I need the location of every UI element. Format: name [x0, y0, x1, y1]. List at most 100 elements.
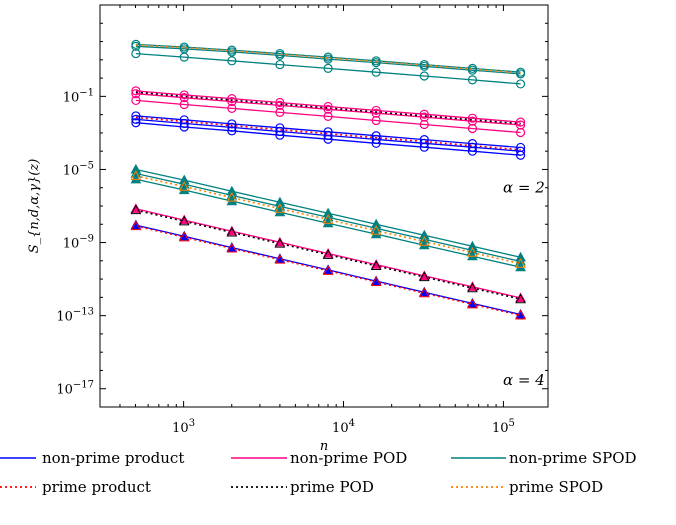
data-point: [371, 115, 381, 126]
y-axis-label: S_{n,d,α,γ}(z): [27, 159, 42, 254]
y-tick-label: 10−9: [63, 234, 94, 252]
data-point: [515, 293, 526, 304]
annotation-label: α = 4: [503, 371, 545, 389]
data-point: [227, 47, 237, 57]
data-point: [226, 192, 238, 202]
data-point: [515, 127, 526, 138]
data-point: [515, 117, 526, 127]
data-point: [323, 130, 333, 141]
data-point: [322, 249, 334, 259]
annotation-label: α = 2: [503, 179, 545, 197]
data-point: [275, 59, 285, 70]
series-line: [135, 90, 521, 123]
data-point: [179, 118, 189, 129]
y-tick-label: 10−17: [56, 380, 94, 398]
data-point: [371, 134, 381, 145]
series-line: [135, 44, 521, 74]
data-point: [227, 96, 237, 107]
data-point: [323, 101, 333, 112]
x-tick-label: 103: [172, 418, 195, 436]
data-point: [178, 184, 190, 195]
legend-label: prime SPOD: [509, 478, 603, 496]
axis-labels: n S_{n,d,α,γ}(z): [27, 159, 328, 454]
series-line: [135, 209, 521, 300]
data-point: [178, 181, 190, 191]
tick-marks: [99, 4, 548, 408]
data-point: [467, 247, 478, 257]
data-point: [515, 146, 526, 156]
x-axis-label: n: [320, 439, 328, 454]
annotations: α = 2 α = 4: [503, 179, 545, 389]
data-point: [467, 65, 478, 75]
data-point: [419, 61, 429, 71]
legend-label: non-prime product: [42, 449, 184, 467]
data-point: [322, 265, 334, 275]
data-point: [131, 114, 141, 124]
data-point: [227, 94, 237, 104]
data-point: [131, 118, 141, 128]
data-point: [515, 150, 526, 160]
data-point: [227, 122, 237, 133]
data-point: [275, 130, 285, 140]
x-tick-label: 104: [332, 418, 355, 436]
data-point: [131, 41, 141, 51]
data-point: [419, 138, 429, 148]
data-point: [370, 276, 382, 287]
data-point: [275, 50, 285, 60]
data-point: [467, 282, 478, 293]
data-point: [275, 126, 285, 137]
data-point: [515, 309, 526, 320]
data-point: [418, 239, 430, 250]
legend-label: prime POD: [290, 478, 374, 496]
data-point: [179, 90, 189, 100]
series-line: [135, 91, 521, 125]
data-point: [179, 99, 189, 110]
data-point: [467, 142, 478, 152]
y-tick-label: 10−13: [56, 307, 94, 325]
data-point: [323, 111, 333, 122]
data-point: [515, 69, 526, 79]
x-tick-label: 105: [492, 418, 515, 436]
data-point: [467, 113, 478, 123]
data-point: [179, 93, 189, 103]
data-point: [467, 116, 478, 126]
data-point: [371, 138, 381, 148]
data-point: [275, 97, 285, 108]
data-point: [275, 107, 285, 117]
data-point: [419, 142, 429, 152]
data-point: [515, 79, 526, 89]
series-line: [135, 93, 521, 126]
data-point: [226, 242, 238, 253]
data-point: [418, 236, 430, 246]
data-point: [227, 119, 237, 129]
series-points: [130, 39, 526, 320]
data-point: [418, 271, 430, 282]
data-point: [467, 123, 478, 134]
legend: non-prime product non-prime POD non-prime …: [0, 449, 637, 496]
data-point: [131, 86, 141, 96]
legend-label: non-prime SPOD: [509, 449, 637, 467]
data-point: [323, 63, 333, 73]
series-line: [135, 45, 521, 75]
data-point: [467, 146, 478, 156]
data-point: [178, 231, 190, 242]
y-tick-label: 10−1: [63, 87, 94, 105]
data-point: [179, 52, 189, 62]
data-point: [370, 228, 382, 239]
data-point: [467, 298, 478, 309]
data-point: [178, 215, 190, 226]
data-point: [419, 109, 429, 119]
data-point: [515, 261, 526, 272]
data-point: [515, 258, 526, 268]
data-point: [130, 204, 142, 215]
data-point: [418, 287, 430, 298]
series-line: [135, 52, 521, 85]
data-point: [131, 48, 141, 59]
data-point: [371, 67, 381, 77]
legend-label: prime product: [42, 478, 151, 496]
data-point: [226, 226, 238, 237]
data-point: [370, 260, 382, 270]
tick-labels: 103 104 105 10−1 10−5 10−9 10−13 10−17: [56, 87, 515, 436]
data-point: [130, 173, 142, 184]
series-line: [135, 116, 521, 151]
